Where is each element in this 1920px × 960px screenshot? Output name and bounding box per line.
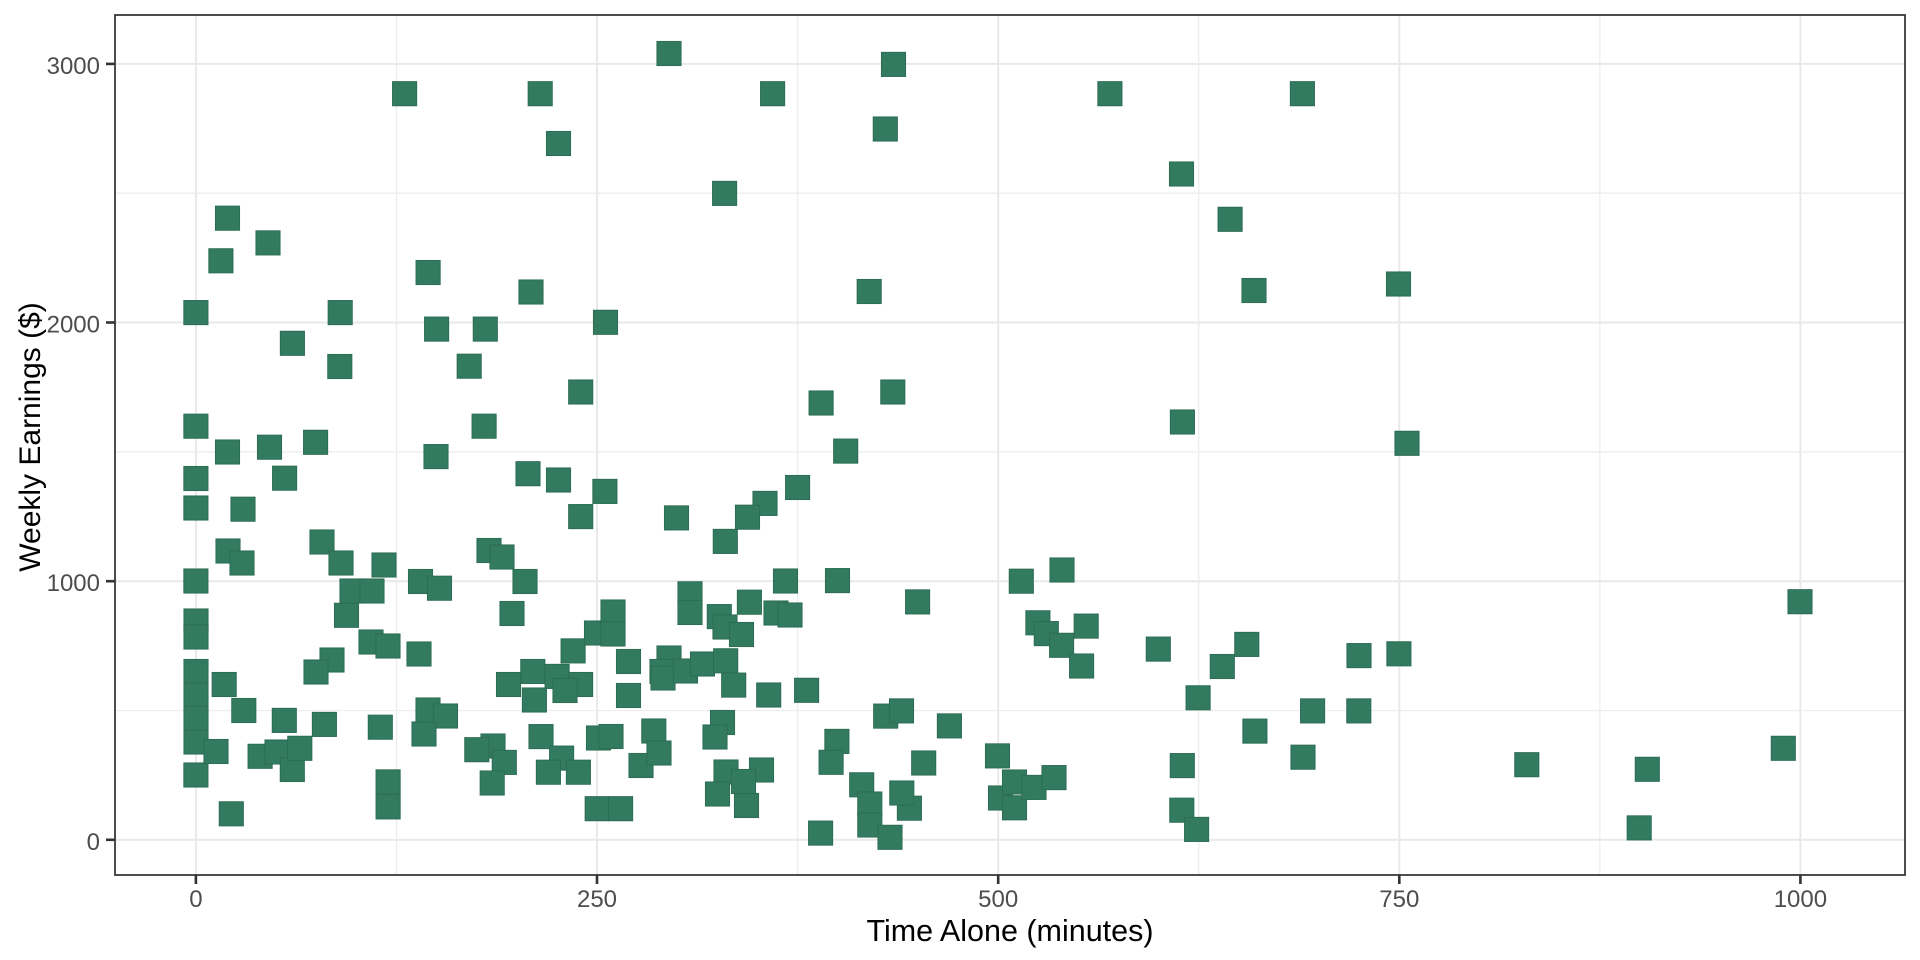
svg-text:Time Alone (minutes): Time Alone (minutes)	[866, 914, 1153, 948]
svg-text:0: 0	[87, 829, 100, 856]
svg-text:500: 500	[978, 886, 1018, 913]
svg-text:1000: 1000	[1774, 886, 1827, 913]
svg-text:0: 0	[189, 886, 202, 913]
svg-text:2000: 2000	[47, 312, 100, 339]
svg-text:3000: 3000	[47, 53, 100, 80]
svg-text:250: 250	[577, 886, 617, 913]
svg-text:Weekly Earnings ($): Weekly Earnings ($)	[14, 302, 47, 572]
svg-text:1000: 1000	[47, 570, 100, 597]
svg-text:750: 750	[1379, 886, 1419, 913]
